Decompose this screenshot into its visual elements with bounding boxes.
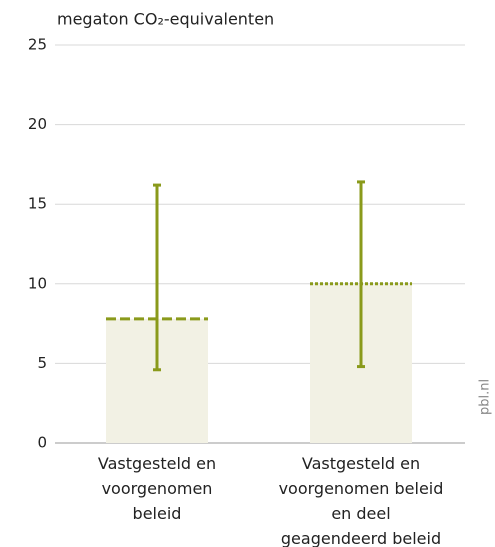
source: pbl.nl: [478, 379, 493, 415]
x-tick-label: Vastgesteld en voorgenomen beleid en dee…: [278, 454, 444, 547]
y-tick-label: 25: [28, 36, 47, 54]
y-tick-label: 10: [28, 274, 47, 292]
x-tick-label: Vastgesteld en voorgenomen beleid: [97, 454, 217, 523]
y-tick-label: 5: [37, 354, 47, 372]
y-tick-label: 0: [37, 434, 47, 452]
axis-title: megaton CO₂-equivalenten: [57, 10, 274, 29]
y-tick-label: 15: [28, 195, 47, 213]
y-tick-label: 20: [28, 115, 47, 133]
